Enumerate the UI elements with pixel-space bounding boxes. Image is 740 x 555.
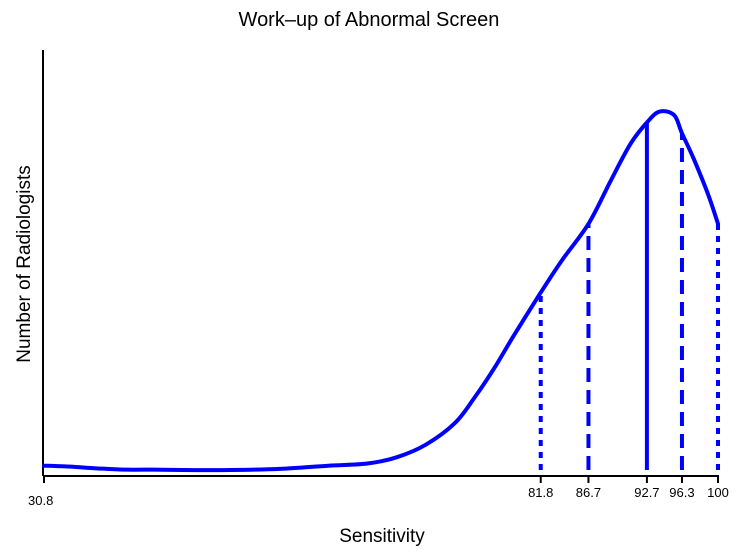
x-tick-label: 100 (707, 485, 729, 500)
series-curve (42, 109, 720, 473)
x-tick-label: 86.7 (576, 485, 601, 500)
reference-lines (538, 122, 720, 470)
x-tick-label: 92.7 (634, 485, 659, 500)
x-axis-label: Sensitivity (339, 526, 425, 547)
x-ticks: 81.8 86.7 92.7 96.3 100 30.8 (28, 476, 729, 508)
x-tick-label: 30.8 (28, 493, 53, 508)
y-axis-label: Number of Radiologists (14, 165, 35, 362)
chart-title: Work–up of Abnormal Screen (239, 9, 500, 31)
x-tick-label: 81.8 (528, 485, 553, 500)
x-tick-label: 96.3 (669, 485, 694, 500)
